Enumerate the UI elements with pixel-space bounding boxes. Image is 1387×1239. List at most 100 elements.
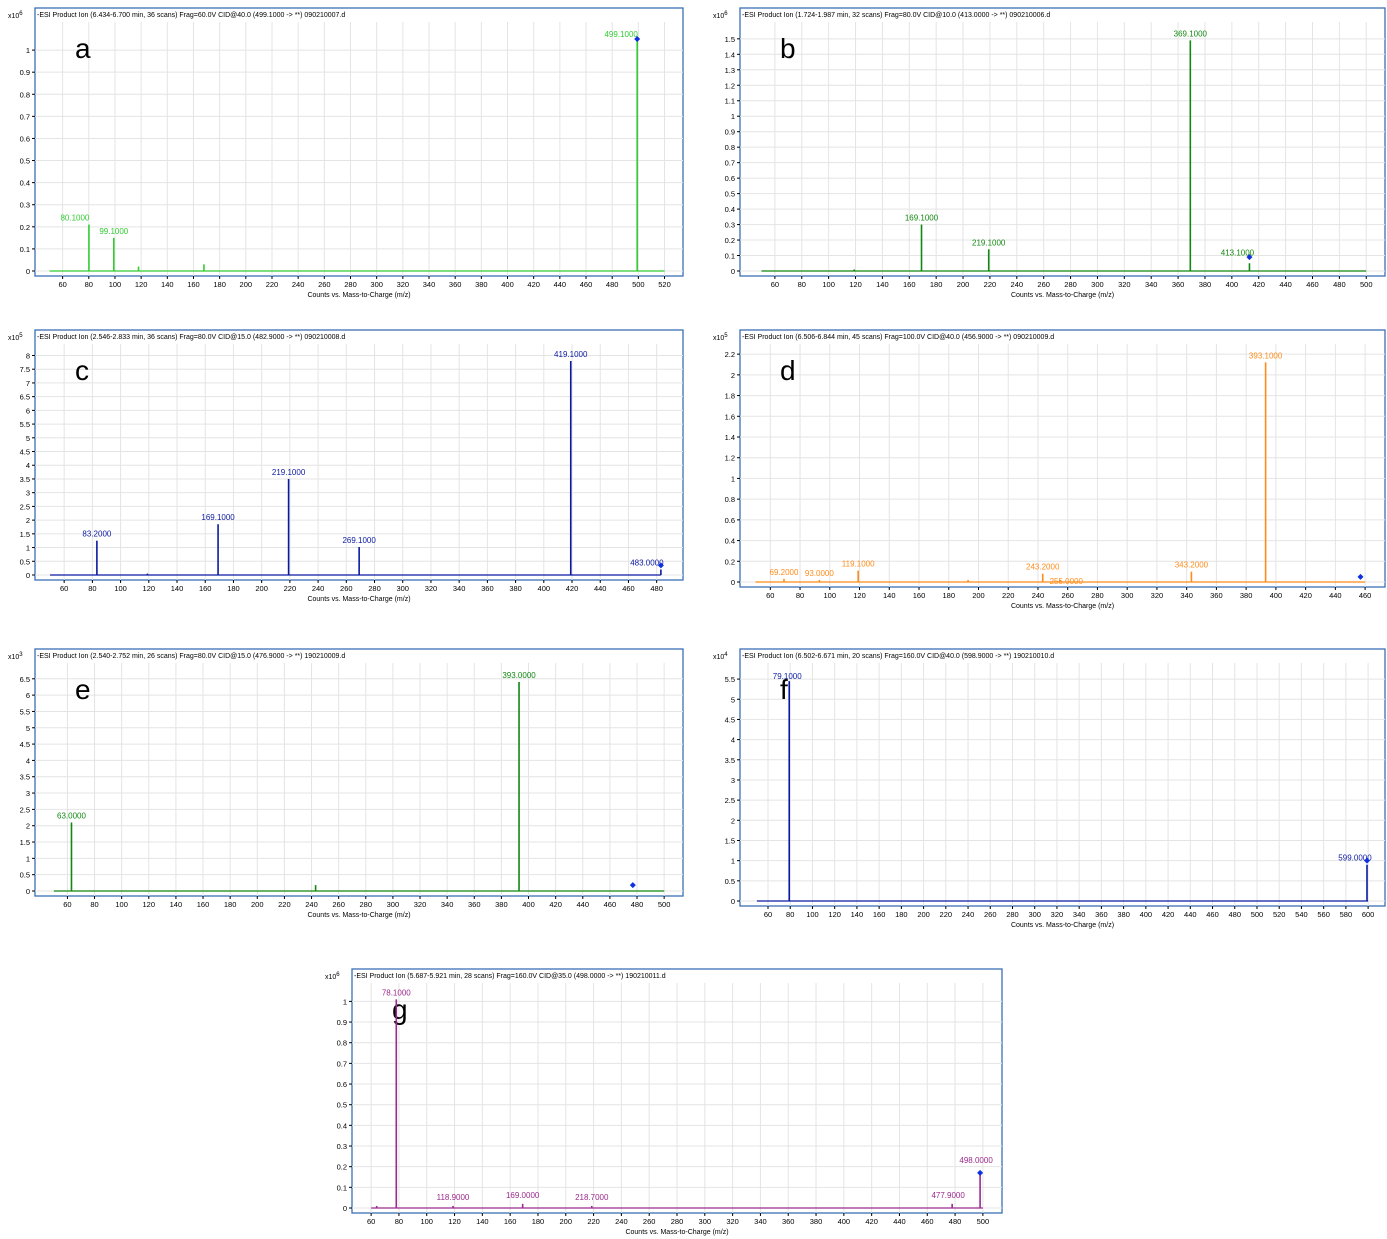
y-tick-label: 0.6: [725, 516, 735, 525]
peak-label: 393.0000: [502, 671, 536, 680]
x-tick-label: 240: [292, 280, 305, 289]
x-axis-label: Counts vs. Mass-to-Charge (m/z): [1011, 922, 1114, 929]
x-tick-label: 280: [1006, 910, 1019, 919]
x-tick-label: 180: [930, 280, 943, 289]
x-tick-label: 480: [949, 1217, 962, 1226]
x-tick-label: 300: [396, 584, 409, 593]
y-multiplier: x105: [713, 333, 728, 342]
x-tick-label: 440: [1184, 910, 1197, 919]
x-tick-label: 160: [903, 280, 916, 289]
y-tick-label: 5.5: [20, 707, 30, 716]
x-tick-label: 300: [370, 280, 383, 289]
x-tick-label: 340: [423, 280, 436, 289]
peak-label: 218.7000: [575, 1193, 609, 1202]
x-tick-label: 280: [1091, 591, 1104, 600]
y-tick-label: 4.5: [725, 715, 735, 724]
spectrum-panel-e: -ESI Product Ion (2.540-2.752 min, 26 sc…: [0, 633, 690, 933]
y-exponent: 5: [19, 333, 23, 339]
x-tick-label: 480: [1228, 910, 1241, 919]
x-tick-label: 340: [1180, 591, 1193, 600]
x-tick-label: 240: [615, 1217, 628, 1226]
y-multiplier: x103: [8, 652, 23, 661]
y-tick-label: 0.9: [337, 1018, 347, 1027]
x-tick-label: 500: [1360, 280, 1373, 289]
y-tick-label: 4.5: [20, 740, 30, 749]
y-exponent: 4: [724, 652, 728, 658]
precursor-marker: [1246, 254, 1253, 261]
y-tick-label: 7: [26, 379, 30, 388]
panel-letter: g: [392, 994, 408, 1025]
x-tick-label: 220: [940, 910, 953, 919]
precursor-marker: [1357, 573, 1364, 580]
y-tick-label: 6.5: [20, 675, 30, 684]
peak-label: 255.0000: [1050, 577, 1084, 586]
x-tick-label: 80: [798, 280, 806, 289]
x-tick-label: 120: [143, 900, 156, 909]
x-tick-label: 320: [397, 280, 410, 289]
x-tick-label: 180: [895, 910, 908, 919]
y-tick-label: 0: [731, 897, 735, 906]
peak-label: 63.0000: [57, 811, 86, 820]
spectrum-panel-g: -ESI Product Ion (5.687-5.921 min, 28 sc…: [325, 951, 1010, 1239]
y-tick-label: 3: [26, 789, 30, 798]
x-tick-label: 240: [1011, 280, 1024, 289]
plot-frame: [34, 648, 684, 897]
x-tick-label: 460: [604, 900, 617, 909]
y-tick-label: 0.3: [725, 221, 735, 230]
x-tick-label: 480: [1333, 280, 1346, 289]
x-tick-label: 440: [554, 280, 567, 289]
precursor-marker: [629, 882, 636, 889]
x-axis-label: Counts vs. Mass-to-Charge (m/z): [307, 912, 410, 919]
y-tick-label: 0.2: [337, 1163, 347, 1172]
y-tick-label: 0.9: [725, 128, 735, 137]
precursor-marker: [657, 562, 664, 569]
spectrum-svg-c: -ESI Product Ion (2.546-2.833 min, 36 sc…: [8, 329, 684, 603]
x-tick-label: 440: [1279, 280, 1292, 289]
peak-label: 419.1000: [554, 350, 588, 359]
y-tick-label: 0.7: [337, 1059, 347, 1068]
x-tick-label: 60: [764, 910, 772, 919]
x-tick-label: 260: [340, 584, 353, 593]
spectrum-svg-g: -ESI Product Ion (5.687-5.921 min, 28 sc…: [325, 968, 1003, 1236]
y-tick-label: 0: [343, 1204, 347, 1213]
x-tick-label: 160: [199, 584, 212, 593]
x-tick-label: 180: [942, 591, 955, 600]
x-tick-label: 280: [1064, 280, 1077, 289]
x-tick-label: 340: [453, 584, 466, 593]
y-tick-label: 1: [343, 997, 347, 1006]
x-tick-label: 200: [957, 280, 970, 289]
x-tick-label: 400: [1270, 591, 1283, 600]
y-tick-label: 4.5: [20, 448, 30, 457]
spectrum-panel-d: -ESI Product Ion (6.506-6.844 min, 45 sc…: [705, 313, 1387, 618]
chart-title: -ESI Product Ion (6.506-6.844 min, 45 sc…: [742, 334, 1054, 341]
x-tick-label: 100: [115, 900, 128, 909]
panel-letter: c: [75, 355, 89, 386]
y-tick-label: 0.3: [337, 1142, 347, 1151]
x-tick-label: 600: [1362, 910, 1375, 919]
x-axis-label: Counts vs. Mass-to-Charge (m/z): [307, 292, 410, 299]
x-tick-label: 120: [448, 1217, 461, 1226]
peak-label: 69.2000: [770, 568, 799, 577]
x-tick-label: 460: [622, 584, 635, 593]
x-tick-label: 180: [227, 584, 240, 593]
x-tick-label: 240: [962, 910, 975, 919]
x-tick-label: 380: [1199, 280, 1212, 289]
x-tick-label: 440: [577, 900, 590, 909]
x-tick-label: 240: [305, 900, 318, 909]
precursor-marker: [1363, 857, 1370, 864]
y-exponent: 3: [19, 652, 23, 658]
precursor-marker: [634, 36, 641, 43]
x-tick-label: 180: [213, 280, 226, 289]
y-tick-label: 0.8: [725, 495, 735, 504]
x-tick-label: 500: [632, 280, 645, 289]
y-tick-label: 3.5: [725, 756, 735, 765]
y-tick-label: 1.4: [725, 433, 735, 442]
x-axis-label: Counts vs. Mass-to-Charge (m/z): [1011, 603, 1114, 610]
y-tick-label: 0: [731, 578, 735, 587]
x-tick-label: 260: [332, 900, 345, 909]
chart-title: -ESI Product Ion (2.540-2.752 min, 26 sc…: [37, 653, 345, 660]
peak-label: 79.1000: [773, 672, 802, 681]
chart-title: -ESI Product Ion (2.546-2.833 min, 36 sc…: [37, 334, 345, 341]
x-tick-label: 360: [468, 900, 481, 909]
y-tick-label: 0.7: [20, 112, 30, 121]
